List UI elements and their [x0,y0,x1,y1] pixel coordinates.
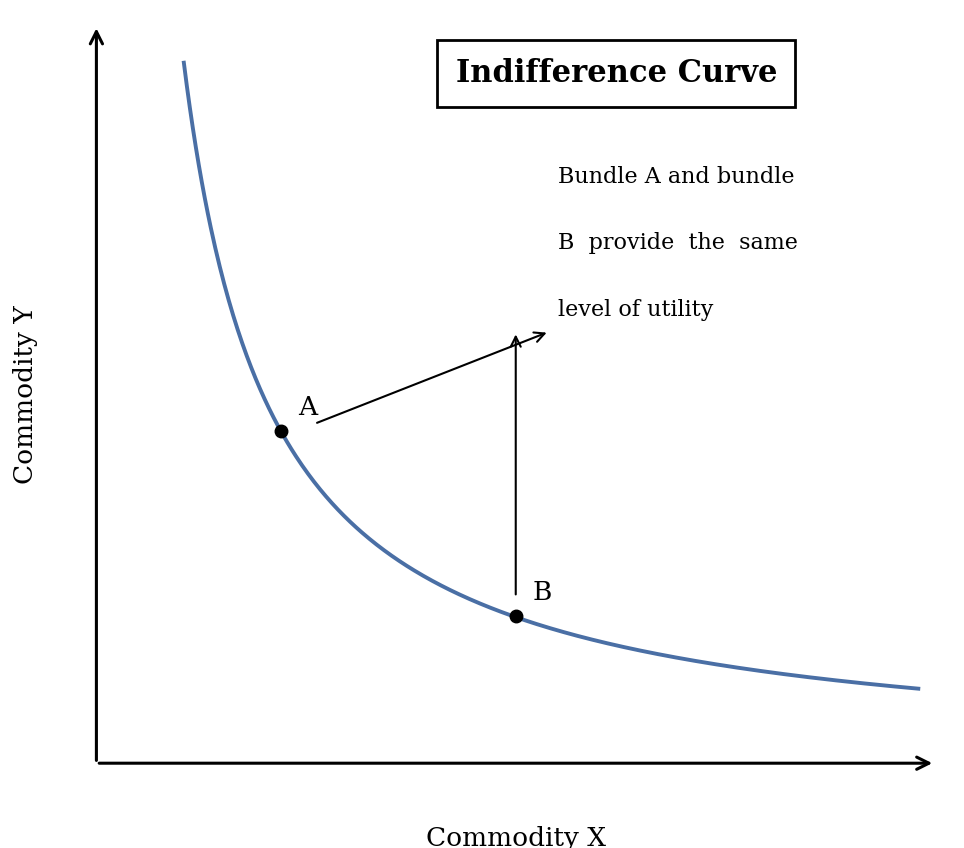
Text: level of utility: level of utility [557,298,713,321]
Text: A: A [298,395,317,420]
Text: Indifference Curve: Indifference Curve [456,58,777,89]
Text: B: B [532,579,551,605]
Text: Commodity Y: Commodity Y [13,305,38,483]
Text: Bundle A and bundle: Bundle A and bundle [557,165,794,187]
Text: B  provide  the  same: B provide the same [557,232,797,254]
Text: Commodity X: Commodity X [426,826,605,848]
